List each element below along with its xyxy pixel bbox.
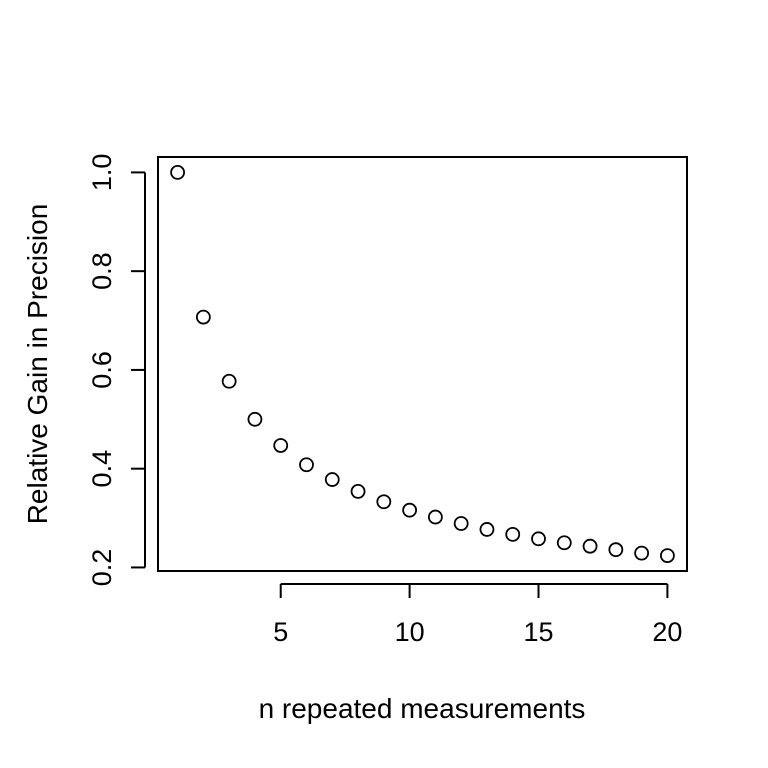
x-axis: 5 10 15 20 [273, 583, 682, 647]
data-point [221, 373, 237, 389]
data-point [608, 542, 624, 558]
data-point [505, 526, 521, 542]
data-point [660, 548, 675, 563]
x-tick-label: 10 [395, 617, 425, 647]
y-tick-label: 1.0 [87, 154, 117, 192]
y-tick-label: 0.2 [87, 549, 117, 587]
x-tick-label: 15 [523, 617, 553, 647]
data-point [273, 438, 289, 453]
data-point [634, 545, 650, 561]
data-points [170, 165, 675, 563]
data-point [427, 509, 443, 525]
y-tick-label: 0.4 [87, 450, 117, 488]
data-point [376, 494, 392, 510]
data-point [324, 472, 340, 487]
x-tick-label: 20 [652, 617, 682, 647]
data-point [479, 522, 495, 537]
data-point [556, 535, 572, 551]
data-point [195, 309, 211, 325]
data-point [453, 516, 469, 531]
data-point [247, 411, 263, 427]
x-axis-label: n repeated measurements [259, 693, 586, 724]
data-point [170, 165, 185, 180]
data-point [299, 457, 314, 473]
y-tick-label: 0.6 [87, 351, 117, 389]
data-point [350, 483, 366, 499]
data-point [531, 531, 546, 547]
y-axis-label: Relative Gain in Precision [22, 204, 53, 525]
data-point [402, 502, 418, 518]
y-axis: 0.2 0.4 0.6 0.8 1.0 [87, 154, 146, 587]
data-point [582, 538, 598, 554]
y-tick-label: 0.8 [87, 252, 117, 290]
plot-frame [157, 156, 688, 572]
x-tick-label: 5 [273, 617, 288, 647]
